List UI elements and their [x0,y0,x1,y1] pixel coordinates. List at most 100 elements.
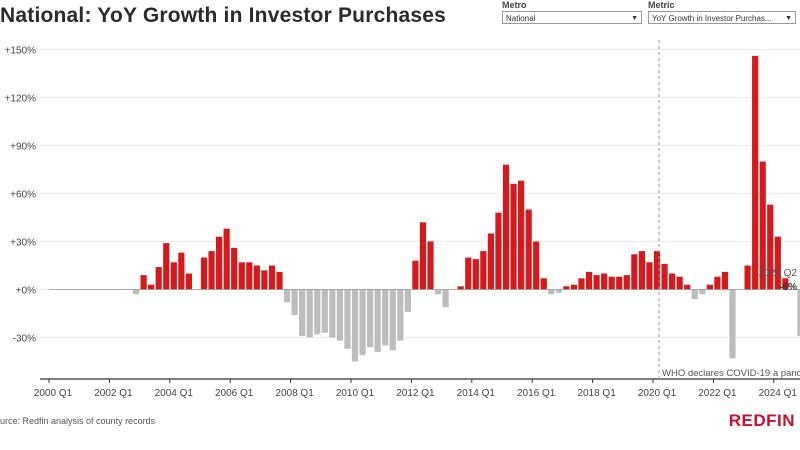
x-tick-label: 2008 Q1 [275,388,314,399]
bar [623,275,630,290]
bar [299,289,306,336]
bar [185,273,192,290]
x-tick-label: 2022 Q1 [698,388,737,399]
bar [616,276,623,290]
metro-select-value: National [506,14,536,23]
bar [246,262,253,290]
source-note: urce: Redfin analysis of county records [0,416,156,426]
bar [510,183,517,290]
bar [351,289,359,362]
x-tick-label: 2016 Q1 [517,388,556,399]
bar [382,289,389,346]
x-tick-label: 2000 Q1 [34,388,73,399]
metro-filter-label: Metro [502,0,527,10]
x-tick-label: 2018 Q1 [577,388,616,399]
bar [465,257,472,290]
bar [752,55,759,290]
bar [721,271,729,290]
bar [518,180,525,290]
bar [276,271,283,290]
bar [427,241,434,290]
bar [638,251,645,290]
y-tick-label: -30% [13,334,36,345]
metric-filter[interactable]: Metric YoY Growth in Investor Purchas...… [648,0,796,24]
chevron-down-icon[interactable]: ▼ [631,15,638,22]
bar [774,236,781,290]
bar [495,212,502,290]
covid-label-background [660,366,798,378]
bar [669,273,676,290]
bar [344,289,351,349]
bar [729,289,736,359]
chevron-down-icon[interactable]: ▼ [785,15,792,22]
bar [283,289,291,303]
x-tick-label: 2006 Q1 [215,388,254,399]
bar [502,164,510,290]
bar [412,260,419,290]
bar [593,275,600,290]
bar [601,273,608,290]
bar [155,267,162,290]
bar [759,161,766,290]
bar [608,276,615,290]
metric-select[interactable]: YoY Growth in Investor Purchas... ▼ [648,11,796,24]
bar [389,289,396,351]
bar [684,284,691,290]
bar [200,257,208,290]
x-tick-label: 2024 Q1 [759,388,798,399]
bar [533,241,540,290]
last-point-date-label: 2025 Q2 [759,268,798,279]
bar [140,275,147,290]
x-tick-label: 2014 Q1 [457,388,496,399]
bar [676,276,683,290]
bar [661,263,668,290]
bar [314,289,321,335]
last-point-value-label: -6% [779,282,797,293]
bar [646,262,653,290]
bar [178,252,185,290]
metro-filter[interactable]: Metro National ▼ [502,0,642,24]
bar [216,236,223,290]
bar [434,289,442,295]
y-tick-label: +90% [10,142,36,153]
y-tick-label: +60% [10,190,36,201]
bar [767,204,774,290]
chart-title: National: YoY Growth in Investor Purchas… [0,4,447,27]
bar [797,289,800,336]
bar [487,233,494,290]
bar [291,289,298,316]
bar [419,222,427,290]
bar [148,284,155,290]
bar [555,289,562,293]
bar [374,289,381,352]
bar [306,289,313,338]
bar [329,289,336,338]
investor-purchases-bar-chart: -30% +0% +30% +60% +90% +120% +150% 2000 Q1 2002… [5,40,800,399]
y-tick-label: +30% [10,238,36,249]
bar [231,247,238,290]
bar [570,284,578,290]
metro-select[interactable]: National ▼ [502,11,642,24]
x-tick-label: 2002 Q1 [94,388,133,399]
bar [404,289,411,312]
bar [578,278,585,290]
bar [714,276,721,290]
bar [321,289,328,333]
bar [480,251,487,290]
bar [253,265,260,290]
bar [691,289,698,300]
bar [472,259,479,290]
bar [699,289,706,295]
redfin-logo: REDFIN [728,411,795,430]
y-tick-label: +120% [5,94,37,105]
bar [132,289,140,295]
bar [268,265,276,290]
bar [261,270,268,290]
metric-filter-label: Metric [648,0,675,10]
bar [457,286,464,290]
bar [238,262,245,290]
bar [540,278,547,290]
y-tick-label: +150% [5,46,37,57]
covid-annotation-label: WHO declares COVID-19 a pandemic [662,368,800,379]
bar [208,251,215,290]
